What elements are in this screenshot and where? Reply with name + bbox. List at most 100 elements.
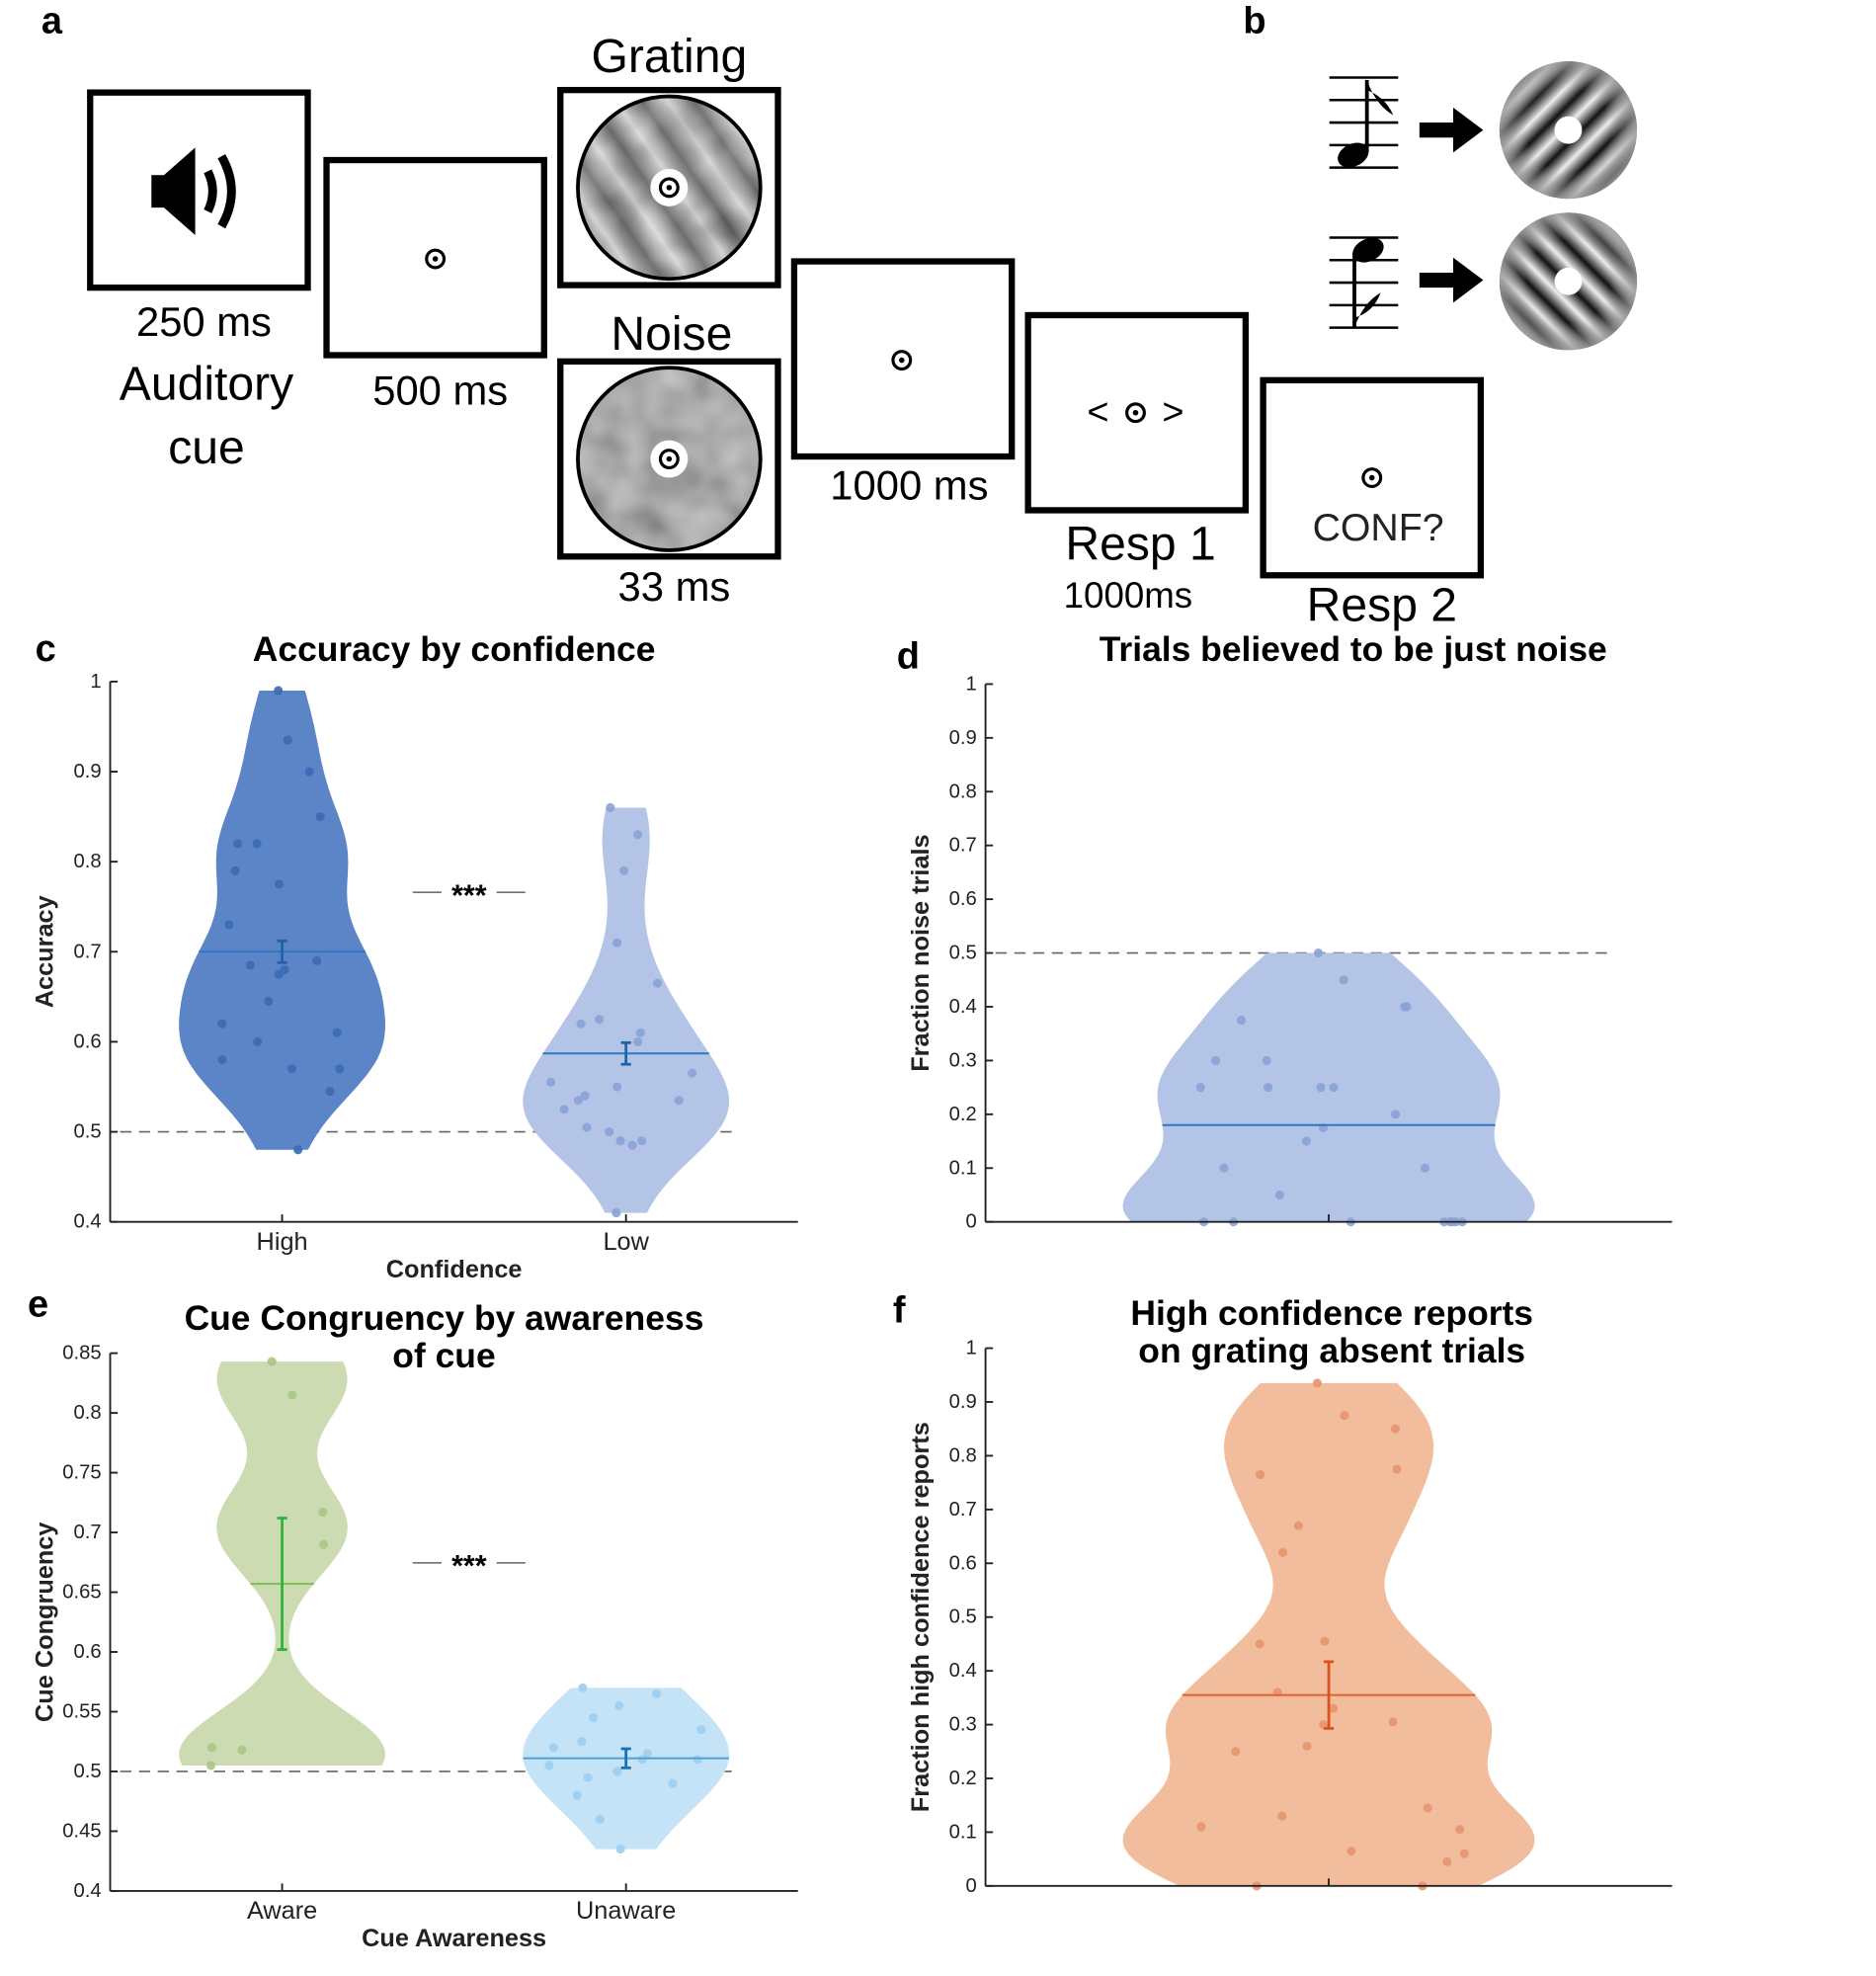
duration: 1000 ms: [830, 462, 988, 509]
data-point: [576, 1019, 586, 1029]
label: Resp 2: [1307, 579, 1457, 632]
data-point: [588, 1712, 599, 1723]
y-tick-label: 0.9: [949, 727, 977, 749]
x-axis-label: Confidence: [386, 1256, 523, 1283]
y-tick-label: 0.9: [74, 761, 102, 782]
data-point: [1391, 1110, 1401, 1119]
data-point: [1402, 1002, 1412, 1012]
duration: 500 ms: [372, 367, 508, 413]
data-point: [583, 1772, 593, 1782]
data-point: [318, 1539, 329, 1549]
data-point: [1312, 1378, 1322, 1388]
data-point: [637, 1136, 647, 1146]
data-point: [1293, 1521, 1303, 1530]
data-point: [1278, 1547, 1288, 1557]
data-point: [559, 1105, 569, 1114]
y-tick-label: 0.4: [949, 996, 977, 1018]
fixation: [891, 350, 913, 370]
y-axis-label: Cue Congruency: [32, 1523, 59, 1722]
data-point: [237, 1745, 247, 1755]
fixation: [1125, 402, 1146, 424]
data-point: [304, 767, 314, 777]
x-tick-label: Low: [603, 1228, 649, 1256]
data-point: [688, 1068, 697, 1078]
data-point: [1329, 1083, 1339, 1093]
y-tick-label: 0.6: [949, 1552, 977, 1574]
y-tick-label: 0.6: [74, 1641, 102, 1663]
data-point: [287, 1390, 297, 1400]
y-tick-label: 0.3: [949, 1049, 977, 1071]
y-tick-label: 0: [965, 1211, 976, 1233]
y-tick-label: 1: [90, 671, 101, 693]
y-tick-label: 0.9: [949, 1391, 977, 1413]
y-tick-label: 0.45: [62, 1820, 101, 1842]
chart-title: Accuracy by confidence: [253, 629, 656, 669]
y-tick-label: 1: [965, 1338, 976, 1359]
data-point: [1442, 1856, 1452, 1866]
data-point: [1196, 1822, 1206, 1832]
data-point: [652, 978, 663, 988]
data-point: [612, 938, 622, 947]
chart-title: of cue: [392, 1336, 495, 1375]
y-tick-label: 0.65: [62, 1582, 101, 1604]
data-point: [577, 1737, 587, 1747]
y-tick-label: 0.7: [74, 941, 102, 962]
data-point: [1340, 1411, 1349, 1421]
y-tick-label: 0.8: [949, 1444, 977, 1466]
data-point: [315, 812, 325, 822]
violin: [523, 807, 730, 1213]
x-tick-label: Unaware: [576, 1897, 676, 1925]
y-tick-label: 0.75: [62, 1462, 101, 1484]
data-point: [253, 1036, 263, 1046]
data-point: [1302, 1741, 1312, 1751]
data-point: [595, 1814, 605, 1824]
x-tick-label: Aware: [247, 1897, 317, 1925]
data-point: [233, 839, 243, 849]
data-point: [312, 955, 322, 965]
violin: [1122, 952, 1535, 1222]
data-point: [614, 1700, 624, 1710]
data-point: [1392, 1464, 1402, 1474]
data-point: [1390, 1424, 1401, 1434]
grating-stimulus: [577, 96, 761, 280]
duration: 33 ms: [618, 563, 731, 610]
data-point: [627, 1140, 637, 1150]
y-tick-label: 1: [965, 673, 976, 695]
data-point: [230, 865, 240, 875]
data-point: [580, 1091, 590, 1101]
panel-label: d: [897, 636, 920, 678]
data-point: [1256, 1469, 1265, 1480]
trial-diagram: 250 ms Auditory cue 500 ms Grating Noise…: [87, 30, 1485, 632]
data-point: [619, 865, 629, 875]
chart-title: High confidence reports: [1130, 1293, 1533, 1333]
data-point: [1388, 1717, 1398, 1727]
y-tick-label: 0.5: [949, 1606, 977, 1628]
data-point: [652, 1688, 662, 1698]
arrow-symbol: >: [1162, 392, 1183, 434]
data-point: [1420, 1163, 1430, 1173]
fixation: [1361, 467, 1383, 488]
y-tick-label: 0.7: [74, 1522, 102, 1543]
y-tick-label: 0.1: [949, 1821, 977, 1843]
data-point: [573, 1096, 583, 1106]
data-point: [1195, 1083, 1205, 1093]
data-point: [325, 1087, 335, 1097]
data-point: [1262, 1055, 1271, 1065]
data-point: [1316, 1083, 1326, 1093]
y-tick-label: 0.4: [949, 1660, 977, 1682]
data-point: [264, 996, 274, 1006]
label: Resp 1: [1065, 518, 1215, 571]
data-point: [318, 1507, 328, 1518]
data-point: [1219, 1163, 1229, 1173]
y-tick-label: 0.3: [949, 1714, 977, 1736]
data-point: [546, 1077, 556, 1088]
data-point: [274, 879, 285, 889]
data-point: [224, 920, 234, 930]
y-tick-label: 0.5: [949, 943, 977, 964]
data-point: [1236, 1016, 1247, 1026]
chart-title: on grating absent trials: [1138, 1331, 1525, 1370]
data-point: [633, 830, 643, 840]
fixation: [425, 248, 447, 270]
y-tick-label: 0.8: [74, 1402, 102, 1424]
